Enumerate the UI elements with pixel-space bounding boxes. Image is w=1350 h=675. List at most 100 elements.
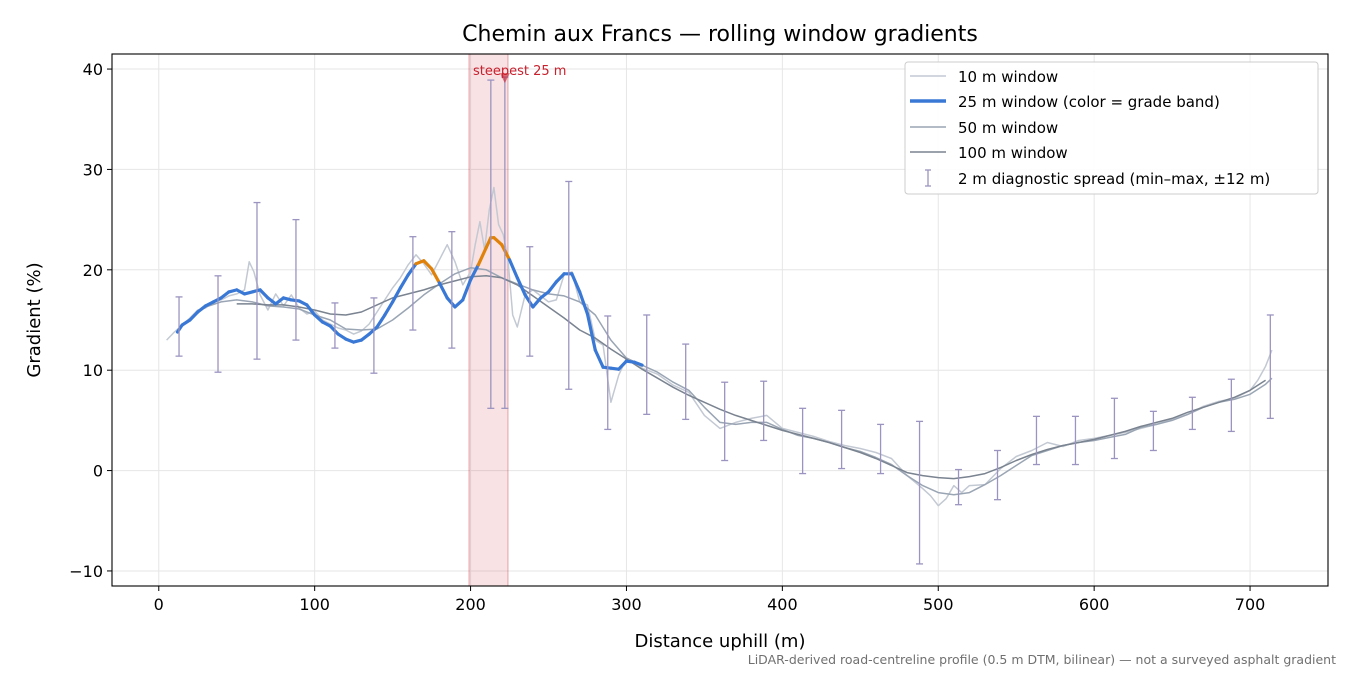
peak-marker-icon — [499, 73, 510, 84]
series-25m-segment — [188, 310, 200, 322]
error-bar — [916, 420, 924, 565]
x-tick-label: 300 — [611, 595, 642, 614]
steepest-label: steepest 25 m — [473, 64, 566, 79]
error-bar — [487, 79, 495, 409]
legend-label-25m: 25 m window (color = grade band) — [958, 93, 1220, 111]
series-25m-segment — [196, 304, 208, 314]
chart-title: Chemin aux Francs — rolling window gradi… — [462, 22, 978, 47]
error-bar — [1266, 314, 1274, 420]
error-bar — [993, 449, 1001, 501]
error-bar — [370, 297, 378, 374]
steepest-band — [469, 54, 508, 586]
x-tick-label: 200 — [455, 595, 486, 614]
series-25m-segment — [617, 359, 629, 371]
x-tick-label: 400 — [767, 595, 798, 614]
y-tick-label: 20 — [83, 261, 103, 280]
footnote: LiDAR-derived road-centreline profile (0… — [748, 652, 1336, 667]
x-tick-label: 500 — [923, 595, 954, 614]
error-bars — [175, 76, 1274, 565]
series-25m-segment — [484, 236, 493, 250]
series-25m-segment — [585, 312, 597, 352]
error-bar — [292, 218, 300, 341]
series-25m-segment — [531, 296, 543, 309]
error-bar — [214, 275, 222, 373]
series-25m-segment — [554, 272, 566, 284]
series-25m-segment — [578, 290, 590, 316]
series-25m-segment — [523, 293, 535, 309]
series-25m-segment — [305, 303, 317, 317]
error-bar — [682, 343, 690, 421]
x-tick-label: 700 — [1235, 595, 1266, 614]
series-25m-segment — [461, 278, 473, 302]
y-tick-label: 0 — [93, 462, 103, 481]
x-tick-label: 0 — [154, 595, 164, 614]
series-25m-segment — [500, 243, 512, 262]
error-bar — [448, 231, 456, 349]
error-bar — [331, 302, 339, 349]
y-axis-label: Gradient (%) — [24, 262, 45, 377]
error-bar — [1227, 378, 1235, 433]
x-axis-ticks: 0 100 200 300 400 500 600 700 — [154, 586, 1266, 614]
series-25m-segment — [445, 296, 457, 309]
legend-swatch-errorbar — [925, 169, 931, 187]
error-bar — [1032, 415, 1040, 466]
error-bar — [409, 236, 417, 331]
series-25m-segment — [546, 280, 558, 294]
series-25m-segment — [593, 348, 605, 369]
series-25m-segment — [406, 262, 418, 277]
x-tick-label: 100 — [299, 595, 330, 614]
series-25m-segment — [375, 313, 387, 329]
y-tick-label: 10 — [83, 361, 103, 380]
error-bar — [877, 423, 885, 475]
series-25m-segment — [266, 296, 278, 306]
series-25m-segment — [422, 259, 434, 271]
error-bar — [838, 409, 846, 470]
y-tick-label: −10 — [69, 562, 103, 581]
series-25m-segment — [313, 313, 325, 324]
series-25m-segment — [632, 360, 644, 367]
x-axis-label: Distance uphill (m) — [635, 631, 806, 652]
series-25m-segment — [539, 290, 551, 300]
series-25m-segment — [219, 290, 231, 300]
plot-frame — [111, 53, 1329, 587]
legend: 10 m window 25 m window (color = grade b… — [904, 61, 1319, 195]
legend-label-errorbar: 2 m diagnostic spread (min–max, ±12 m) — [958, 170, 1270, 188]
series-25m-segment — [258, 288, 270, 300]
series-25m-segment — [367, 325, 379, 336]
series-25m-segment — [437, 281, 449, 300]
error-bar — [760, 380, 768, 442]
error-bar — [1188, 396, 1196, 431]
error-bar — [1110, 397, 1118, 460]
error-bar — [955, 468, 963, 506]
series-25m-segment — [398, 273, 410, 290]
series-25m-segment — [507, 258, 519, 280]
error-bar — [604, 315, 612, 431]
y-tick-label: 40 — [83, 60, 103, 79]
series-25m-segment — [476, 246, 488, 267]
legend-box — [904, 61, 1319, 195]
y-axis-ticks: −10 0 10 20 30 40 — [69, 60, 112, 581]
series-25m-segment — [468, 263, 480, 282]
legend-label-100m: 100 m window — [958, 144, 1068, 162]
y-tick-label: 30 — [83, 160, 103, 179]
series-25m-segment — [359, 332, 371, 342]
series-25m-segment — [570, 272, 582, 294]
series-25m-segment — [453, 298, 465, 309]
series-25m-segment — [274, 296, 286, 306]
error-bar — [565, 180, 573, 390]
series-lines — [166, 186, 1273, 507]
legend-label-10m: 10 m window — [958, 68, 1058, 86]
x-tick-label: 600 — [1079, 595, 1110, 614]
peak-marker-group: steepest 25 m — [473, 64, 566, 84]
error-bar — [1071, 415, 1079, 466]
error-bar — [799, 407, 807, 475]
legend-label-50m: 50 m window — [958, 119, 1058, 137]
series-25m-segment — [383, 300, 395, 317]
series-25m-segment — [492, 236, 504, 247]
error-bar — [526, 246, 534, 357]
error-bar — [253, 201, 261, 360]
error-bar — [175, 296, 183, 357]
series-25m-segment — [515, 276, 527, 297]
error-bar — [643, 314, 651, 416]
